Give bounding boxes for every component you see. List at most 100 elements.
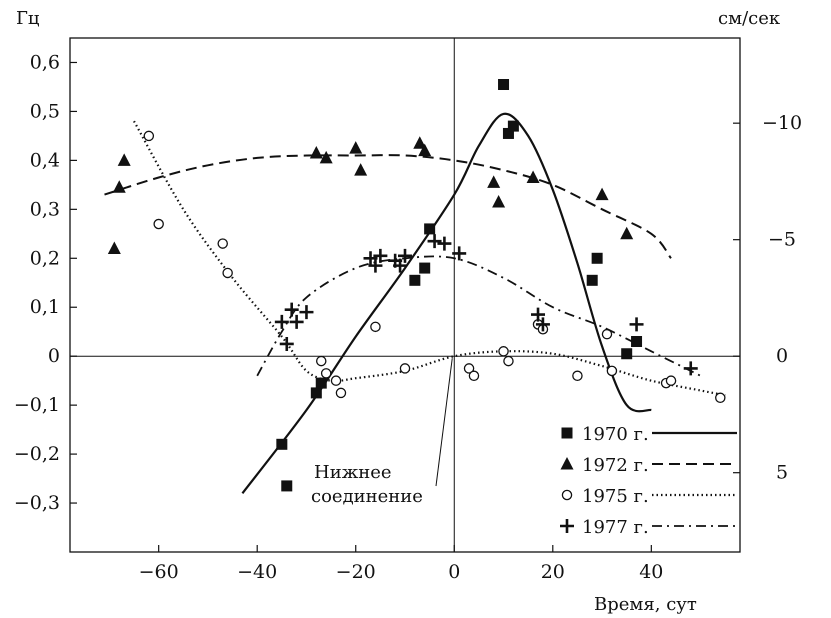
y-right-tick-label: −10 (762, 112, 802, 134)
data-point (683, 361, 698, 376)
data-point (222, 267, 233, 279)
data-point (330, 375, 342, 386)
y-right-unit: см/сек (718, 8, 781, 29)
x-axis-label: Время, сут (594, 594, 697, 615)
data-point (492, 194, 506, 208)
data-point (531, 307, 546, 322)
data-point (363, 251, 378, 266)
data-point (487, 175, 501, 188)
data-point (373, 248, 388, 263)
data-point (468, 370, 480, 382)
data-point (715, 392, 726, 404)
data-point (606, 365, 618, 377)
data-point (274, 314, 289, 329)
data-point (112, 180, 126, 193)
y-left-tick-label: −0,1 (14, 394, 60, 416)
series-curve-0 (241, 112, 652, 494)
data-point (409, 274, 421, 286)
x-tick-label: 20 (541, 561, 565, 583)
y-left-tick-label: 0,1 (30, 296, 60, 318)
legend-marker (561, 427, 573, 439)
data-point (498, 79, 510, 91)
data-point (572, 370, 583, 382)
data-point (281, 480, 293, 492)
data-point (399, 363, 411, 374)
data-point (621, 348, 633, 360)
data-point (502, 127, 514, 139)
data-point (217, 238, 228, 249)
plot-frame (69, 37, 741, 553)
data-point (591, 252, 603, 264)
data-point (419, 262, 431, 274)
legend-label: 1970 г. (582, 424, 649, 445)
data-point (398, 248, 412, 263)
data-point (507, 120, 519, 132)
data-point (595, 187, 609, 201)
plot-layer: −60 −40 −20 0 20 40 −0,3 −0,2 −0,1 0 0,1 0,2 0,3 0,4 0… (14, 37, 802, 583)
data-point (413, 136, 427, 149)
data-point (424, 223, 436, 235)
data-point (153, 218, 164, 230)
data-point (526, 170, 540, 184)
data-point (535, 317, 550, 332)
data-point (349, 141, 363, 154)
y-left-tick-label: 0,4 (30, 149, 60, 171)
legend (560, 427, 737, 533)
annotation-leader (435, 358, 453, 487)
data-point (117, 153, 131, 166)
data-point (427, 234, 442, 249)
data-point (354, 163, 368, 176)
data-point (498, 346, 509, 357)
data-point (418, 143, 432, 157)
y-left-unit: Гц (16, 8, 40, 29)
y-left-tick-label: 0,6 (30, 51, 60, 73)
x-tick-label: 0 (448, 561, 460, 583)
series-curve-3 (256, 255, 702, 377)
series-0 (241, 79, 652, 494)
data-point (276, 438, 288, 450)
data-point (370, 321, 381, 333)
x-tick-label: −40 (237, 561, 277, 583)
data-point (629, 317, 644, 332)
data-point (503, 355, 514, 367)
y-left-tick-label: −0,2 (14, 443, 60, 465)
data-point (279, 336, 294, 351)
data-point (437, 236, 452, 251)
y-right-tick-label: 0 (776, 345, 788, 367)
x-tick-label: −20 (336, 561, 376, 583)
legend-label: 1977 г. (582, 517, 649, 538)
legend-marker (561, 489, 573, 501)
legend-label: 1972 г. (582, 455, 649, 476)
data-point (368, 258, 383, 273)
annotation-text: соединение (311, 486, 423, 507)
data-point (315, 355, 327, 367)
data-point (463, 363, 475, 374)
data-point (309, 146, 323, 159)
series-1 (104, 136, 672, 259)
data-point (299, 305, 314, 320)
series-2 (133, 120, 726, 404)
y-left-tick-label: 0 (48, 345, 60, 367)
data-point (631, 336, 643, 348)
data-point (665, 375, 677, 386)
data-point (143, 130, 155, 142)
y-left-tick-label: 0,3 (30, 198, 60, 220)
y-left-tick-label: 0,5 (30, 100, 60, 122)
data-point (319, 150, 333, 164)
y-left-tick-label: 0,2 (30, 247, 60, 269)
data-point (284, 302, 299, 317)
y-left-tick-label: −0,3 (14, 492, 60, 514)
legend-marker (560, 519, 574, 533)
data-point (452, 246, 467, 261)
data-point (393, 258, 408, 273)
annotation-text: Нижнее (314, 462, 392, 483)
data-point (320, 368, 332, 379)
data-point (315, 377, 327, 389)
data-point (586, 274, 598, 286)
x-tick-label: −60 (139, 561, 179, 583)
data-point (335, 387, 347, 399)
y-right-tick-label: −5 (768, 229, 796, 251)
series-curve-2 (133, 120, 726, 397)
series-curve-1 (104, 154, 672, 259)
